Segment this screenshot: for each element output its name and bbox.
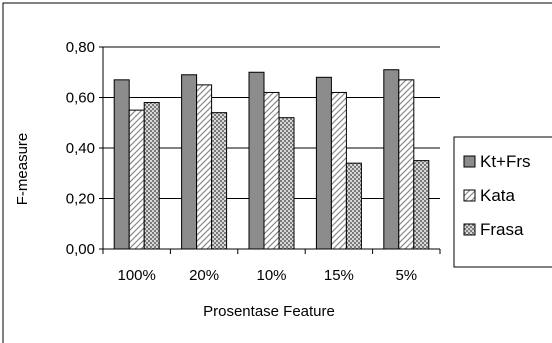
y-tick-label: 0,20 xyxy=(66,191,95,208)
legend-swatch xyxy=(463,223,476,236)
legend-label: Kt+Frs xyxy=(480,152,531,171)
bar-kt-frs-3 xyxy=(315,76,332,250)
legend: Kt+Frs Kata Frasa xyxy=(453,136,552,268)
bar-kata-3 xyxy=(330,91,347,250)
legend-label: Kata xyxy=(480,186,516,205)
legend-label: Frasa xyxy=(480,220,524,239)
y-tick-label: 0,80 xyxy=(66,39,95,56)
legend-swatch xyxy=(463,155,476,168)
bar-kt-frs-0 xyxy=(113,79,130,250)
y-tick-label: 0,00 xyxy=(66,241,95,258)
x-tick-label: 100% xyxy=(118,267,156,284)
x-tick-label: 10% xyxy=(256,267,286,284)
bar-frasa-1 xyxy=(211,112,228,250)
bar-kt-frs-4 xyxy=(383,69,400,250)
bar-kt-frs-2 xyxy=(248,71,265,250)
bar-kata-0 xyxy=(128,109,145,250)
y-tick-label: 0,60 xyxy=(66,90,95,107)
x-tick-label: 15% xyxy=(324,267,354,284)
bar-frasa-2 xyxy=(278,117,295,250)
bar-kata-4 xyxy=(398,79,415,250)
bar-frasa-3 xyxy=(345,162,362,250)
legend-swatch xyxy=(463,189,476,202)
bar-frasa-0 xyxy=(143,102,160,250)
x-tick-label: 5% xyxy=(395,267,417,284)
bar-kata-2 xyxy=(263,91,280,250)
x-tick-label: 20% xyxy=(189,267,219,284)
bar-kata-1 xyxy=(196,84,213,250)
y-axis-label: F-measure xyxy=(14,133,31,206)
x-axis-label: Prosentase Feature xyxy=(203,303,335,320)
bar-kt-frs-1 xyxy=(181,74,198,250)
bar-frasa-4 xyxy=(413,160,430,250)
y-tick-label: 0,40 xyxy=(66,140,95,157)
